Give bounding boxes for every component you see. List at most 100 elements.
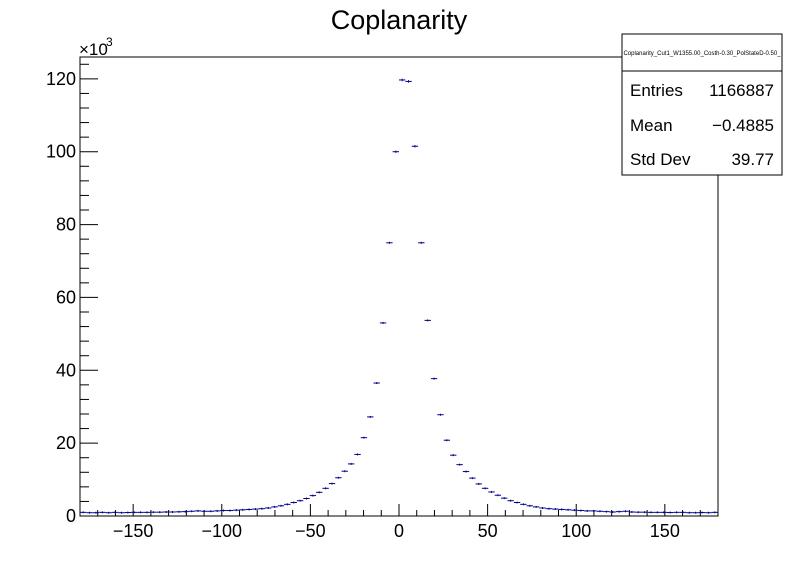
histogram-bin (430, 377, 438, 380)
stats-entries-name: Entries (630, 81, 683, 100)
stats-stddev-name: Std Dev (630, 150, 691, 169)
histogram-bin (666, 511, 674, 514)
histogram-bin (711, 511, 718, 514)
histogram-bin (686, 511, 693, 514)
histogram-bin (347, 462, 355, 465)
histogram-bin (111, 511, 119, 514)
histogram-bin (558, 508, 565, 511)
histogram-bin (169, 510, 176, 513)
histogram-bin (584, 509, 591, 512)
chart-title: Coplanarity (331, 5, 468, 35)
histogram-bin (296, 499, 304, 502)
histogram-bin (118, 511, 125, 514)
histogram-bin (386, 241, 393, 244)
histogram-bin (265, 506, 272, 509)
histogram-bin (679, 511, 687, 514)
y-tick-label: 120 (46, 69, 76, 89)
x-tick-label: 150 (650, 521, 680, 541)
histogram-bin (596, 510, 604, 513)
histogram-bin (609, 510, 616, 513)
stats-box: Coplanarity_Cut1_W1355.00_Costh-0.30_Pol… (621, 33, 783, 176)
histogram-bin (335, 476, 342, 479)
histogram-bin (399, 78, 406, 82)
y-tick-label: 0 (66, 506, 76, 526)
y-tick-label: 80 (56, 215, 76, 235)
histogram-bin (552, 508, 559, 511)
histogram-bin (392, 150, 399, 153)
histogram-bin (226, 509, 234, 512)
histogram-bin (188, 510, 195, 513)
histogram-bin (360, 436, 368, 439)
histogram-markers (80, 78, 718, 514)
y-axis-multiplier: ×10 3 (79, 35, 113, 59)
x-tick-label: −50 (295, 521, 326, 541)
histogram-bin (201, 510, 208, 513)
histogram-bin (207, 510, 214, 513)
x-tick-label: −100 (202, 521, 243, 541)
x-tick-label: 0 (394, 521, 404, 541)
stats-stddev-value: 39.77 (731, 150, 774, 169)
histogram-bin (233, 509, 240, 512)
histogram-bin (647, 511, 655, 514)
histogram-bin (513, 501, 521, 504)
histogram-bin (450, 454, 457, 457)
histogram-bin (328, 482, 336, 485)
histogram-bin (86, 511, 93, 514)
histogram-bin (284, 503, 291, 506)
histogram-bin (290, 501, 297, 504)
histogram-bin (641, 511, 648, 514)
stats-entries-value: 1166887 (709, 81, 774, 100)
histogram-bin (175, 510, 183, 513)
histogram-bin (354, 453, 361, 456)
histogram-bin (622, 510, 629, 513)
y-tick-label: 40 (56, 360, 76, 380)
histogram-bin (526, 504, 533, 507)
histogram-bin (520, 503, 527, 506)
histogram-bin (539, 506, 546, 509)
histogram-bin (462, 470, 470, 473)
histogram-bin (92, 511, 100, 514)
histogram-bin (245, 508, 253, 511)
stats-mean-name: Mean (630, 116, 673, 135)
y-tick-label: 100 (46, 142, 76, 162)
histogram-bin (258, 507, 266, 510)
histogram-bin (322, 487, 329, 490)
histogram-bin (162, 510, 170, 513)
histogram-bin (252, 508, 259, 511)
histogram-bin (271, 505, 278, 508)
histogram-bin (213, 509, 221, 512)
histogram-bin (481, 487, 489, 490)
histogram-bin (532, 505, 540, 508)
histogram-bin (194, 509, 202, 512)
histogram-bin (405, 80, 412, 83)
histogram-bin (673, 511, 680, 514)
histogram-bin (443, 439, 451, 442)
histogram-bin (239, 508, 246, 511)
histogram-bin (577, 509, 585, 512)
axes: −150 −100 −50 0 50 100 150 0 20 40 60 80 100 120 (46, 63, 719, 541)
histogram-bin (182, 510, 189, 513)
histogram-bin (367, 415, 374, 418)
x-tick-label: 100 (561, 521, 591, 541)
histogram-bin (379, 321, 387, 324)
histogram-bin (143, 511, 151, 514)
histogram-bin (424, 319, 431, 322)
histogram-bin (494, 494, 502, 497)
histogram-bin (277, 504, 285, 507)
histogram-bin (105, 511, 112, 514)
histogram-bin (456, 463, 463, 466)
histogram-bin (309, 494, 317, 497)
histogram-bin (150, 511, 157, 514)
histogram-bin (654, 511, 661, 514)
histogram-bin (615, 510, 623, 513)
histogram-bin (590, 509, 597, 512)
histogram-bin (564, 508, 572, 511)
histogram-bin (137, 511, 144, 514)
histogram-bin (437, 413, 444, 416)
histogram-bin (545, 507, 553, 510)
histogram-bin (571, 509, 578, 512)
histogram-bin (156, 511, 163, 514)
histogram-bin (628, 510, 636, 513)
x-tick-label: 50 (478, 521, 498, 541)
